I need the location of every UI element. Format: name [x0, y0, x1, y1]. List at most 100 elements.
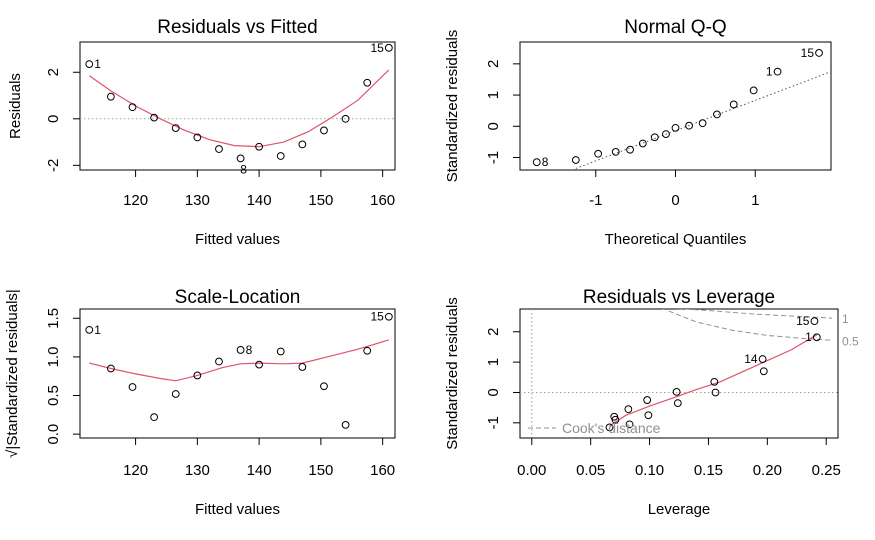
- x-axis-label: Fitted values: [195, 231, 280, 248]
- data-point: [255, 142, 264, 151]
- data-point: [236, 154, 245, 163]
- data-point: [749, 86, 758, 95]
- x-tick-label: 0: [671, 192, 679, 209]
- y-axis-label: Residuals: [7, 73, 24, 139]
- x-tick-label: 0.05: [576, 462, 605, 479]
- x-tick-label: 150: [308, 462, 333, 479]
- x-axis-label: Fitted values: [195, 501, 280, 518]
- point-label: 15: [801, 46, 815, 60]
- data-point: [532, 158, 541, 167]
- point-label: 8: [240, 162, 247, 176]
- data-point: [644, 411, 653, 420]
- y-tick-label: 2: [45, 68, 62, 76]
- plot-frame: [519, 308, 839, 439]
- data-point: [759, 367, 768, 376]
- y-tick-label: -1: [485, 416, 502, 429]
- plot-frame: [519, 41, 832, 171]
- x-tick-label: 160: [370, 462, 395, 479]
- y-tick-label: 0: [485, 388, 502, 396]
- data-point: [106, 92, 115, 101]
- data-point: [611, 415, 620, 424]
- y-axis-label: √|Standardized residuals|: [4, 289, 21, 458]
- data-point: [341, 114, 350, 123]
- x-axis-label: Leverage: [648, 501, 711, 518]
- data-point: [710, 377, 719, 386]
- x-axis-label: Theoretical Quantiles: [605, 231, 747, 248]
- data-point: [773, 67, 782, 76]
- plot-area: [520, 309, 838, 438]
- y-tick-label: 0.5: [45, 385, 62, 406]
- y-tick-label: 0: [45, 115, 62, 123]
- smoother-line: [89, 339, 389, 382]
- data-point: [150, 413, 159, 422]
- data-point: [643, 396, 652, 404]
- data-point: [193, 133, 202, 142]
- data-point: [650, 133, 659, 142]
- data-point: [150, 113, 159, 122]
- scale-location-panel: Scale-Location Fitted values √|Standardize…: [4, 287, 396, 518]
- y-tick-label: 2: [485, 60, 502, 68]
- data-point: [638, 139, 647, 148]
- data-point: [729, 100, 738, 109]
- cooks-contour: [662, 309, 833, 341]
- x-tick-label: 0.10: [635, 462, 664, 479]
- data-point: [605, 423, 614, 432]
- data-point: [625, 420, 634, 429]
- x-tick-label: 140: [247, 192, 272, 209]
- y-tick-label: -1: [485, 151, 502, 164]
- data-point: [626, 145, 634, 154]
- data-point: [171, 390, 180, 398]
- data-point: [810, 317, 819, 326]
- y-axis-label: Standardized residuals: [444, 30, 461, 183]
- smoother-line: [609, 334, 818, 427]
- data-point: [711, 388, 720, 397]
- point-label: 1: [766, 65, 773, 79]
- data-point: [363, 78, 372, 87]
- chart-title: Scale-Location: [175, 287, 301, 308]
- x-tick-label: 130: [185, 462, 210, 479]
- data-point: [215, 357, 223, 366]
- chart-title: Residuals vs Leverage: [583, 287, 775, 308]
- data-point: [341, 420, 350, 429]
- data-point: [611, 147, 620, 156]
- smoother-line: [88, 69, 390, 148]
- y-tick-label: -2: [45, 159, 62, 172]
- x-tick-label: 1: [751, 192, 759, 209]
- normal-qq-panel: Normal Q-Q Theoretical Quantiles Standardi…: [444, 17, 832, 248]
- data-point: [276, 347, 285, 356]
- data-point: [255, 360, 264, 369]
- data-point: [713, 110, 721, 119]
- data-point: [85, 325, 94, 334]
- chart-title: Normal Q-Q: [624, 17, 726, 38]
- residuals-vs-fitted-panel: Residuals vs Fitted Fitted values Residual…: [7, 17, 396, 248]
- data-point: [320, 126, 328, 135]
- data-point: [236, 346, 245, 354]
- y-axis-label: Standardized residuals: [444, 297, 461, 450]
- point-label: 15: [370, 310, 384, 324]
- point-label: 8: [246, 343, 253, 357]
- data-point: [672, 387, 681, 396]
- x-tick-label: 120: [123, 462, 148, 479]
- plot-area: [80, 69, 395, 148]
- plot-frame: [79, 41, 396, 171]
- cooks-contour-label: 1: [842, 312, 849, 326]
- x-tick-label: 120: [123, 192, 148, 209]
- x-tick-label: 150: [308, 192, 333, 209]
- y-tick-label: 1.5: [45, 308, 62, 329]
- data-point: [106, 364, 115, 373]
- data-point: [758, 355, 767, 363]
- y-tick-label: 1: [485, 358, 502, 366]
- data-point: [624, 405, 633, 414]
- x-tick-label: 0.25: [812, 462, 841, 479]
- x-tick-label: 140: [247, 462, 272, 479]
- data-point: [276, 152, 285, 160]
- point-label: 15: [796, 314, 810, 328]
- data-point: [384, 312, 393, 321]
- plot-area: [89, 339, 389, 382]
- chart-title: Residuals vs Fitted: [157, 17, 318, 38]
- x-tick-label: 0.15: [694, 462, 723, 479]
- x-tick-label: 0.20: [753, 462, 782, 479]
- y-tick-label: 0: [485, 122, 502, 130]
- residuals-vs-leverage-panel: Residuals vs Leverage Leverage Standardize…: [444, 287, 859, 518]
- data-point: [812, 333, 821, 342]
